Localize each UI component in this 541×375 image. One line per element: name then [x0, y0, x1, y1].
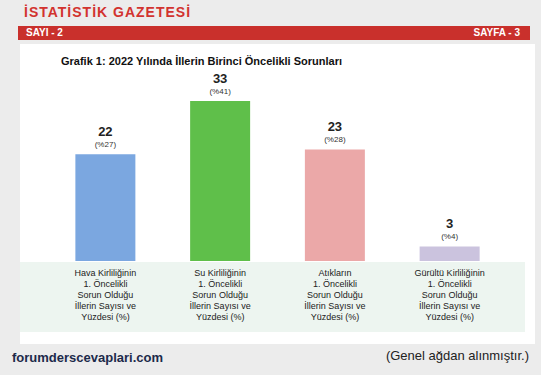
html-text:(Genel ağdan alınmıştır.): (Genel ağdan alınmıştır.) [385, 348, 529, 363]
svg-text:Sorun Olduğu: Sorun Olduğu [78, 290, 134, 300]
svg-text:Yüzdesi (%): Yüzdesi (%) [425, 312, 474, 322]
html-text:forumderscevaplari.com: forumderscevaplari.com [12, 350, 163, 365]
svg-text:1. Öncelikli: 1. Öncelikli [83, 279, 127, 289]
svg-text:Yüzdesi (%): Yüzdesi (%) [196, 312, 245, 322]
svg-text:Sorun Olduğu: Sorun Olduğu [307, 290, 363, 300]
svg-text:Grafik 1: 2022 Yılında İllerin: Grafik 1: 2022 Yılında İllerin Birinci Ö… [61, 55, 342, 67]
svg-text:1. Öncelikli: 1. Öncelikli [428, 279, 472, 289]
svg-text:1. Öncelikli: 1. Öncelikli [313, 279, 357, 289]
svg-text:İllerin Sayısı ve: İllerin Sayısı ve [75, 301, 136, 311]
svg-text:1. Öncelikli: 1. Öncelikli [198, 279, 242, 289]
html-text:SAYFA - 3: SAYFA - 3 [473, 27, 520, 38]
svg-text:Atıkların: Atıkların [318, 268, 351, 278]
svg-text:Yüzdesi (%): Yüzdesi (%) [311, 312, 360, 322]
svg-text:(%28): (%28) [324, 135, 346, 144]
svg-text:Su Kirliliğinin: Su Kirliliğinin [194, 268, 246, 278]
svg-text:3: 3 [446, 216, 453, 231]
svg-text:İllerin Sayısı ve: İllerin Sayısı ve [304, 301, 365, 311]
svg-text:22: 22 [98, 124, 112, 139]
html-text:İSTATİSTİK GAZETESİ: İSTATİSTİK GAZETESİ [24, 4, 191, 20]
html-text:SAYI - 2: SAYI - 2 [26, 27, 63, 38]
svg-text:23: 23 [328, 119, 342, 134]
svg-text:Sorun Olduğu: Sorun Olduğu [422, 290, 478, 300]
svg-text:33: 33 [213, 71, 227, 86]
svg-text:Gürültü Kirliliğinin: Gürültü Kirliliğinin [415, 268, 485, 278]
svg-text:(%27): (%27) [95, 140, 117, 149]
svg-text:Sorun Olduğu: Sorun Olduğu [192, 290, 248, 300]
svg-text:Yüzdesi (%): Yüzdesi (%) [81, 312, 130, 322]
svg-text:İllerin Sayısı ve: İllerin Sayısı ve [419, 301, 480, 311]
svg-text:(%4): (%4) [441, 232, 458, 241]
svg-text:Hava Kirliliğinin: Hava Kirliliğinin [75, 268, 137, 278]
svg-text:İllerin Sayısı ve: İllerin Sayısı ve [190, 301, 251, 311]
svg-text:(%41): (%41) [209, 87, 231, 96]
